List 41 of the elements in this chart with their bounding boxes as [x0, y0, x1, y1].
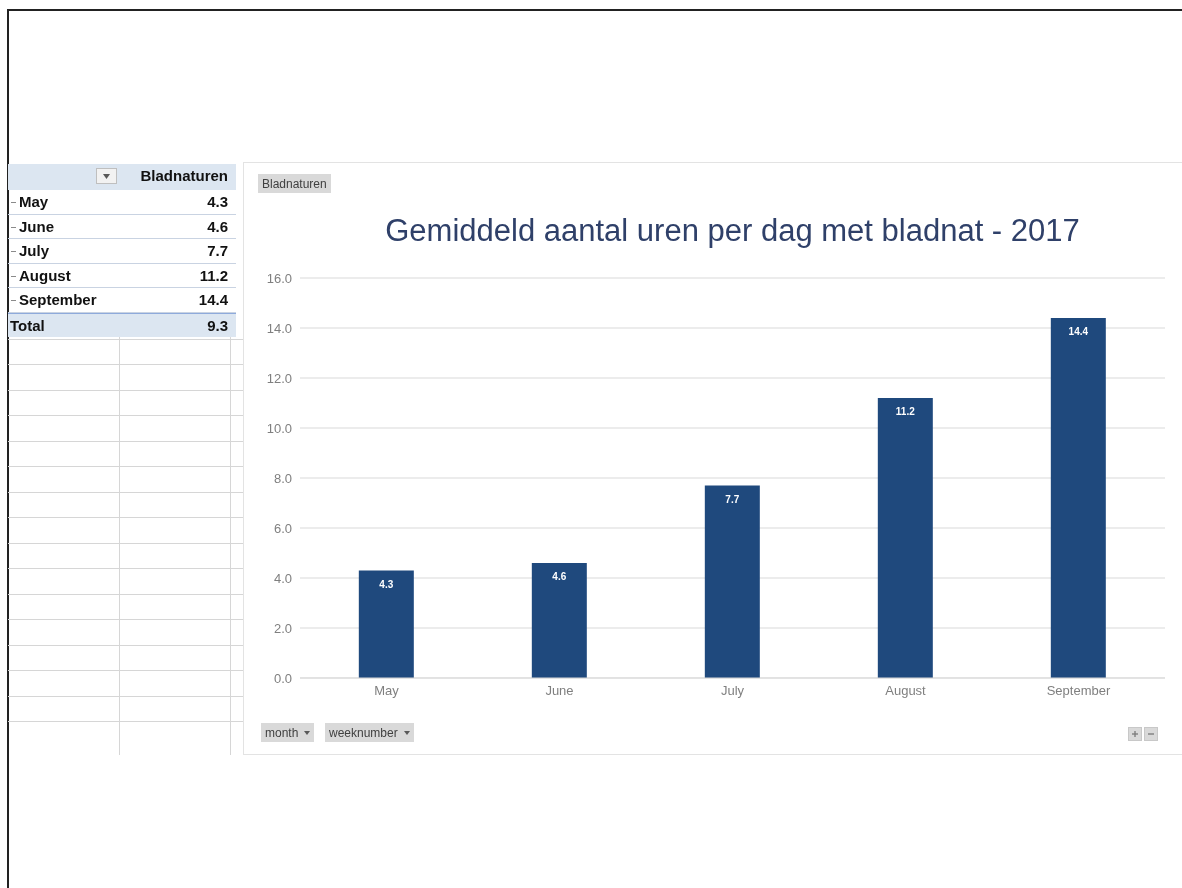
x-tick-label: September [1046, 683, 1111, 699]
field-button: Bladnaturen [258, 174, 331, 193]
data-label: 14.4 [198, 291, 228, 308]
x-tick-label: July [720, 683, 745, 699]
category-label: June [19, 217, 55, 235]
data-label: 9.3 [207, 316, 228, 334]
bar [877, 398, 933, 678]
y-tick-label: 12.0 [266, 370, 292, 386]
bar [531, 563, 587, 678]
field-button: month [261, 723, 315, 742]
data-label: 7.7 [207, 242, 228, 259]
y-tick-label: 14.0 [266, 320, 292, 336]
y-tick-label: 4.0 [273, 570, 292, 586]
data-label: 4.3 [379, 578, 394, 590]
x-tick-label: August [885, 683, 927, 699]
category-label: September [19, 291, 97, 308]
data-label: 4.6 [207, 217, 228, 235]
category-label: Total [10, 316, 45, 334]
field-button: weeknumber [325, 723, 414, 742]
chart-title: Gemiddeld aantal uren per dag met bladnat - 2017 [384, 213, 1081, 249]
data-label: 4.6 [552, 571, 567, 583]
y-tick-label: 2.0 [273, 620, 292, 636]
y-tick-label: 16.0 [266, 270, 292, 286]
bar [1050, 318, 1106, 678]
text: Bladnaturen [140, 167, 228, 184]
x-tick-label: June [545, 683, 574, 699]
data-label: 11.2 [895, 406, 916, 418]
x-tick-label: May [374, 683, 400, 699]
category-label: May [19, 193, 49, 210]
y-tick-label: 8.0 [273, 470, 292, 486]
data-label: 11.2 [199, 266, 228, 284]
bar [358, 570, 414, 678]
data-label: 4.3 [207, 193, 228, 210]
y-tick-label: 6.0 [273, 520, 292, 536]
category-label: August [19, 266, 71, 284]
data-label: 14.4 [1068, 326, 1089, 338]
data-label: 7.7 [725, 493, 740, 505]
y-tick-label: 10.0 [266, 420, 292, 436]
category-label: July [19, 242, 50, 259]
bar [704, 485, 760, 678]
y-tick-label: 0.0 [273, 670, 292, 686]
